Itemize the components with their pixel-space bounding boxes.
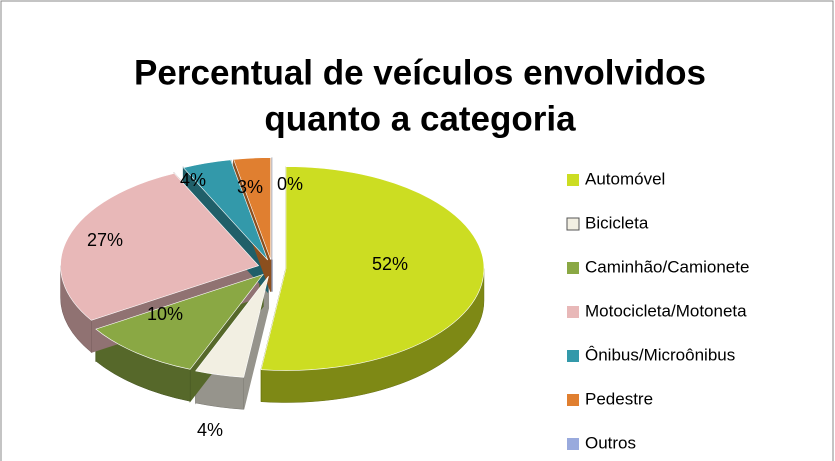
legend-swatch [566, 217, 580, 231]
legend-swatch [567, 306, 579, 318]
data-label: 52% [372, 254, 408, 274]
slice [260, 166, 485, 371]
legend-swatch [567, 394, 579, 406]
legend-label: Caminhão/Camionete [585, 257, 749, 276]
legend-label: Motocicleta/Motoneta [585, 301, 747, 320]
slice [233, 157, 271, 260]
data-label: 0% [277, 174, 303, 194]
chart-title: Percentual de veículos envolvidos [134, 53, 706, 92]
legend-swatch [567, 438, 579, 450]
pie-tops [60, 157, 485, 378]
legend-label: Pedestre [585, 389, 653, 408]
slice [182, 159, 268, 261]
slice [95, 273, 264, 370]
legend-swatch [567, 262, 579, 274]
legend-label: Automóvel [585, 169, 665, 188]
slice [195, 275, 269, 378]
data-label: 4% [197, 420, 223, 440]
data-label: 4% [180, 170, 206, 190]
data-label: 3% [237, 177, 263, 197]
data-label: 10% [147, 304, 183, 324]
legend-swatch [567, 350, 579, 362]
chart-title: quanto a categoria [264, 99, 576, 138]
slice [60, 173, 260, 321]
legend-label: Bicicleta [585, 213, 649, 232]
legend-label: Outros [585, 433, 636, 452]
legend-label: Ônibus/Microônibus [585, 345, 735, 364]
data-label: 27% [87, 230, 123, 250]
legend-swatch [567, 174, 579, 186]
